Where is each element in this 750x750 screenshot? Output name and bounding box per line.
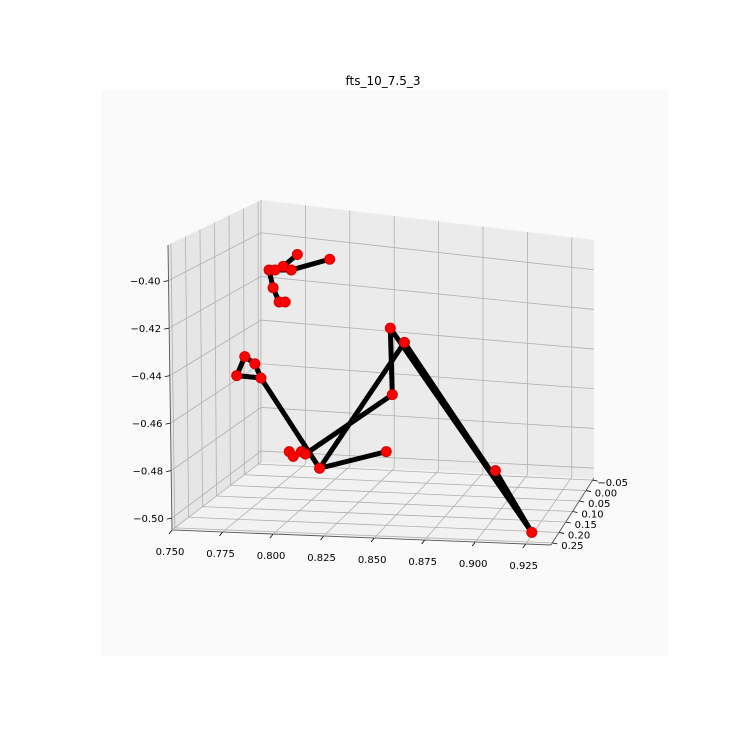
- y-tick-label: 0.00: [595, 489, 617, 500]
- z-grid-side: [170, 363, 262, 424]
- skeleton-joint: [384, 322, 396, 334]
- skeleton-joint: [489, 465, 501, 477]
- skeleton-joint: [324, 253, 336, 265]
- x-tick-label: 0.900: [459, 559, 488, 570]
- axis-ticks: 0.750 0.775 0.800 0.825 0.850 0.875 0.900 0.925…: [130, 277, 628, 572]
- skeleton-joint: [398, 336, 410, 348]
- y-tick-mark: [592, 479, 598, 482]
- z-tick-mark: [166, 517, 172, 520]
- x-tick-label: 0.750: [156, 547, 185, 558]
- y-tick-label: 0.10: [581, 510, 603, 521]
- y-tick-mark: [565, 521, 571, 524]
- z-tick-label: −0.46: [132, 419, 163, 430]
- back-pane: [261, 200, 594, 478]
- x-tick-mark: [269, 533, 274, 539]
- y-grid-floor: [174, 527, 553, 544]
- skeleton-joint: [269, 264, 281, 276]
- skeleton-joint: [239, 351, 251, 363]
- y-tick-label: 0.15: [575, 520, 597, 531]
- skeleton-bone: [317, 449, 389, 471]
- x-tick-label: 0.800: [257, 551, 286, 562]
- skeleton-bone: [317, 339, 407, 471]
- y-grid-floor: [202, 506, 566, 523]
- skeleton-bone: [288, 256, 333, 273]
- y-tick-label: −0.05: [597, 478, 628, 489]
- z-tick-label: −0.50: [133, 514, 164, 525]
- x-tick-mark: [219, 531, 223, 537]
- x-tick-mark: [471, 541, 476, 547]
- y-tick-label: 0.25: [561, 541, 583, 552]
- x-tick-label: 0.775: [206, 549, 235, 560]
- skeleton-joint: [299, 448, 311, 460]
- skeleton-joint: [279, 296, 291, 308]
- y-grid-wall: [185, 236, 190, 518]
- x-tick-mark: [522, 543, 527, 549]
- z-tick-mark: [164, 375, 170, 378]
- z-tick-mark: [166, 470, 172, 473]
- x-tick-label: 0.850: [358, 555, 387, 566]
- y-grid-wall: [214, 222, 217, 497]
- skeleton-joint: [287, 450, 299, 462]
- x-tick-mark: [421, 539, 425, 545]
- y-grid-wall: [243, 208, 245, 475]
- y-tick-mark: [558, 532, 565, 534]
- skeleton-joint: [255, 372, 267, 384]
- x-tick-label: 0.825: [307, 553, 336, 564]
- z-grid-side: [169, 319, 262, 376]
- y-grid-floor: [230, 484, 580, 502]
- z-grid-side: [168, 276, 262, 329]
- z-tick-label: −0.44: [131, 372, 162, 383]
- z-grid-side: [171, 450, 262, 519]
- chart-title: fts_10_7.5_3: [346, 74, 421, 88]
- y-tick-label: 0.05: [588, 499, 610, 510]
- y-grid-floor: [258, 463, 593, 481]
- y-grid-wall: [199, 229, 203, 507]
- z-tick-label: −0.48: [133, 467, 164, 478]
- x-tick-mark: [168, 529, 173, 535]
- skeleton-joint: [285, 264, 297, 276]
- y-grid-floor: [188, 516, 560, 533]
- skeleton-joint: [231, 370, 243, 382]
- y-tick-mark: [552, 542, 558, 545]
- skeleton-joint: [526, 526, 538, 538]
- skeleton-bone: [492, 468, 535, 535]
- y-grid-floor: [244, 474, 586, 491]
- skeleton-joint: [249, 358, 261, 370]
- z-grid-wall: [260, 276, 595, 310]
- x-tick-label: 0.925: [509, 561, 538, 572]
- z-grid-wall: [260, 319, 595, 350]
- side-pane: [168, 200, 261, 530]
- z-grid-side: [170, 407, 262, 471]
- x-tick-mark: [370, 537, 375, 543]
- z-tick-mark: [164, 327, 170, 330]
- x-tick-label: 0.875: [408, 557, 437, 568]
- y-grid-wall: [170, 243, 176, 528]
- z-grid-side: [168, 232, 262, 281]
- z-tick-label: −0.42: [131, 324, 162, 335]
- z-grid-wall: [260, 232, 595, 271]
- y-tick-mark: [579, 500, 585, 503]
- z-tick-mark: [163, 280, 169, 283]
- z-grid-wall: [260, 450, 595, 469]
- z-grid-wall: [260, 407, 595, 429]
- y-tick-mark: [572, 511, 578, 513]
- z-tick-mark: [165, 422, 171, 425]
- y-tick-label: 0.20: [568, 530, 590, 541]
- skeleton-joint: [386, 389, 398, 401]
- z-tick-label: −0.40: [130, 277, 161, 288]
- skeleton-joint: [314, 462, 326, 474]
- x-tick-mark: [320, 535, 324, 541]
- skeleton-joints: [231, 249, 538, 538]
- skeleton-joint: [267, 282, 279, 294]
- y-tick-mark: [585, 490, 592, 492]
- skeleton-joint: [291, 249, 303, 260]
- skeleton-joint: [380, 446, 392, 458]
- y-grid-wall: [228, 215, 231, 486]
